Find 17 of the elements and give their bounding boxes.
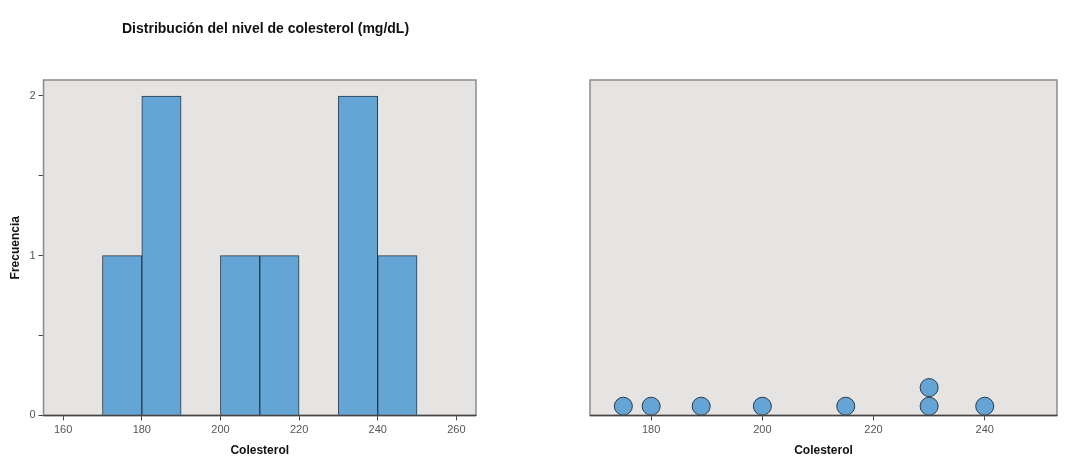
x-tick-label: 240 [975, 423, 994, 436]
x-tick-label: 260 [447, 423, 466, 436]
y-axis-title: Frecuencia [7, 215, 22, 280]
x-tick-label: 160 [54, 423, 73, 436]
chart-title: Distribución del nivel de colesterol (mg/dL) [122, 20, 410, 36]
x-axis-title: Colesterol [794, 443, 853, 458]
y-tick-label: 0 [29, 408, 36, 421]
y-tick-label: 1 [29, 248, 36, 261]
y-tick-label: 2 [29, 89, 36, 101]
x-tick-label: 200 [753, 423, 772, 436]
x-tick-label: 240 [368, 423, 387, 436]
x-tick-label: 220 [864, 423, 883, 436]
x-axis-title: Colesterol [230, 443, 290, 458]
x-tick-label: 180 [132, 423, 151, 436]
x-tick-label: 220 [289, 423, 309, 436]
x-tick-label: 180 [641, 423, 661, 436]
x-tick-label: 200 [211, 423, 230, 436]
